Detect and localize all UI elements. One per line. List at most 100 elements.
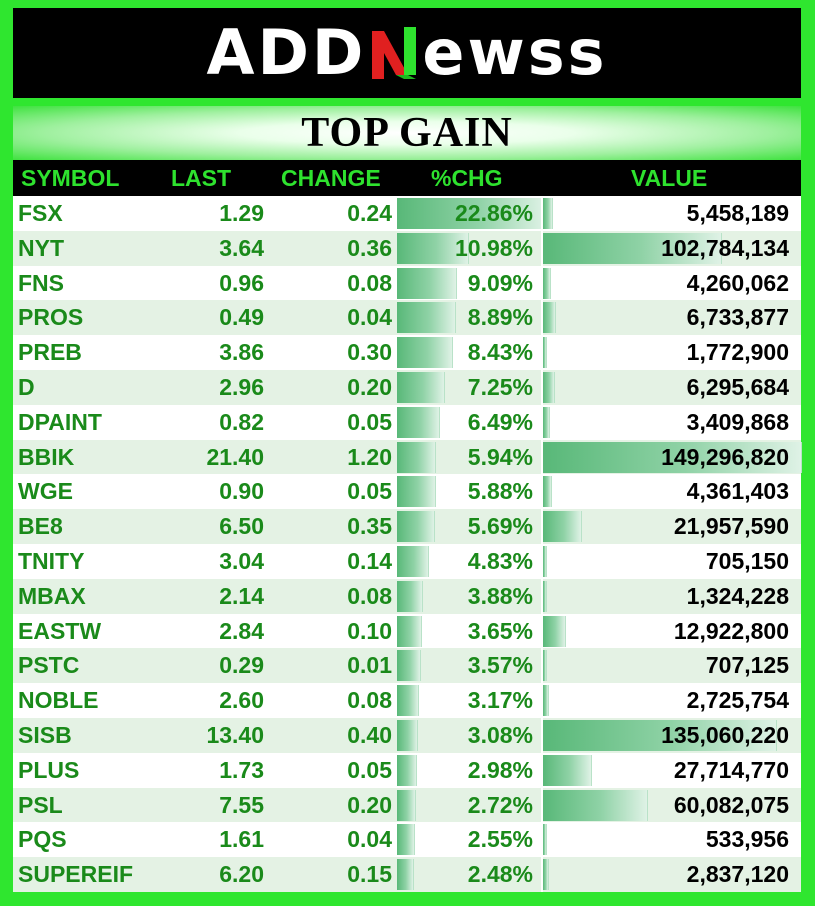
- table-row: PSTC 0.29 0.01 3.57% 707,125: [13, 648, 801, 684]
- cell-change: 0.36: [347, 234, 392, 261]
- cell-change: 0.15: [347, 861, 392, 888]
- table-row: PROS 0.49 0.04 8.89% 6,733,877: [13, 300, 801, 336]
- column-divider: [541, 543, 543, 579]
- pct-bar: [397, 267, 457, 299]
- table-row: FSX 1.29 0.24 22.86% 5,458,189: [13, 196, 801, 231]
- cell-symbol: TNITY: [18, 547, 85, 574]
- cell-change: 1.20: [347, 443, 392, 470]
- column-divider: [541, 787, 543, 823]
- column-divider: [541, 683, 543, 718]
- cell-symbol: PSTC: [18, 652, 80, 679]
- cell-value: 135,060,220: [661, 721, 789, 748]
- cell-value: 5,458,189: [686, 200, 789, 226]
- column-divider: [541, 613, 543, 649]
- value-bar: [543, 476, 552, 508]
- cell-symbol: NYT: [18, 234, 64, 261]
- cell-value: 4,361,403: [686, 478, 789, 505]
- cell-value: 102,784,134: [661, 234, 789, 261]
- cell-value: 149,296,820: [661, 443, 789, 470]
- cell-pct: 5.69%: [467, 513, 533, 540]
- pct-bar: [397, 232, 470, 264]
- cell-value: 1,324,228: [686, 582, 789, 609]
- value-bar: [543, 232, 722, 264]
- cell-last: 2.14: [219, 582, 264, 609]
- brand-right: ewss: [422, 16, 608, 89]
- pct-bar: [397, 615, 422, 647]
- table-row: NOBLE 2.60 0.08 3.17% 2,725,754: [13, 683, 801, 718]
- value-bar: [543, 371, 555, 403]
- cell-change: 0.30: [347, 339, 392, 366]
- value-bar: [543, 406, 550, 438]
- column-divider: [541, 335, 543, 370]
- cell-last: 3.86: [219, 339, 264, 366]
- cell-last: 0.49: [219, 304, 264, 331]
- table-row: NYT 3.64 0.36 10.98% 102,784,134: [13, 230, 801, 266]
- pct-bar: [397, 511, 435, 543]
- column-divider: [541, 369, 543, 405]
- cell-last: 0.29: [219, 652, 264, 679]
- cell-value: 3,409,868: [686, 408, 789, 435]
- table-row: TNITY 3.04 0.14 4.83% 705,150: [13, 543, 801, 579]
- brand-left: ADD: [206, 16, 367, 89]
- cell-value: 6,733,877: [686, 304, 789, 331]
- cell-change: 0.01: [347, 652, 392, 679]
- cell-change: 0.14: [347, 547, 392, 574]
- table-row: DPAINT 0.82 0.05 6.49% 3,409,868: [13, 404, 801, 440]
- cell-pct: 5.94%: [467, 443, 533, 470]
- pct-bar: [397, 685, 419, 717]
- cell-symbol: BE8: [18, 513, 63, 540]
- value-bar: [543, 615, 567, 647]
- pct-bar: [397, 371, 445, 403]
- cell-change: 0.04: [347, 826, 392, 853]
- brand-n-mark: N: [368, 25, 420, 81]
- cell-symbol: FSX: [18, 200, 63, 226]
- title-band: TOP GAIN: [13, 106, 801, 160]
- cell-last: 0.96: [219, 269, 264, 296]
- cell-change: 0.20: [347, 373, 392, 400]
- pct-bar: [397, 580, 424, 612]
- cell-pct: 3.57%: [467, 652, 533, 679]
- table-row: SUPEREIF 6.20 0.15 2.48% 2,837,120: [13, 857, 801, 892]
- cell-last: 13.40: [206, 721, 264, 748]
- gainers-table: SYMBOL LAST CHANGE %CHG VALUE FSX 1.29 0.2…: [13, 160, 802, 892]
- value-bar: [543, 511, 582, 543]
- pct-bar: [397, 302, 456, 334]
- cell-last: 3.04: [219, 547, 264, 574]
- pct-bar: [397, 476, 437, 508]
- cell-symbol: SUPEREIF: [18, 861, 134, 888]
- pct-bar: [397, 859, 415, 891]
- column-divider: [541, 230, 543, 266]
- cell-pct: 2.55%: [467, 826, 533, 853]
- cell-symbol: MBAX: [18, 582, 86, 609]
- col-change: CHANGE: [281, 164, 381, 191]
- table-body: FSX 1.29 0.24 22.86% 5,458,189 NYT 3.64 0.36 10.…: [13, 196, 802, 892]
- cell-change: 0.24: [347, 200, 392, 226]
- cell-change: 0.20: [347, 791, 392, 818]
- cell-pct: 3.08%: [467, 721, 533, 748]
- pct-bar: [397, 824, 415, 856]
- value-bar: [543, 337, 548, 369]
- cell-value: 705,150: [705, 547, 789, 574]
- cell-symbol: PROS: [18, 304, 84, 331]
- col-value: VALUE: [631, 164, 708, 191]
- table-row: WGE 0.90 0.05 5.88% 4,361,403: [13, 474, 801, 510]
- value-bar: [543, 719, 778, 751]
- cell-last: 6.20: [219, 861, 264, 888]
- cell-pct: 2.48%: [467, 861, 533, 888]
- cell-value: 12,922,800: [673, 617, 789, 644]
- table-row: PLUS 1.73 0.05 2.98% 27,714,770: [13, 752, 801, 788]
- cell-last: 3.64: [219, 234, 264, 261]
- cell-symbol: PSL: [18, 791, 63, 818]
- cell-value: 1,772,900: [686, 339, 789, 366]
- column-divider: [541, 439, 543, 475]
- cell-last: 1.29: [219, 200, 264, 226]
- cell-last: 1.73: [219, 756, 264, 783]
- pct-bar: [397, 545, 430, 577]
- cell-symbol: SISB: [18, 721, 72, 748]
- cell-pct: 2.98%: [467, 756, 533, 783]
- cell-value: 2,837,120: [686, 861, 789, 888]
- cell-change: 0.08: [347, 687, 392, 714]
- cell-change: 0.08: [347, 269, 392, 296]
- column-divider: [541, 717, 543, 753]
- cell-last: 0.90: [219, 478, 264, 505]
